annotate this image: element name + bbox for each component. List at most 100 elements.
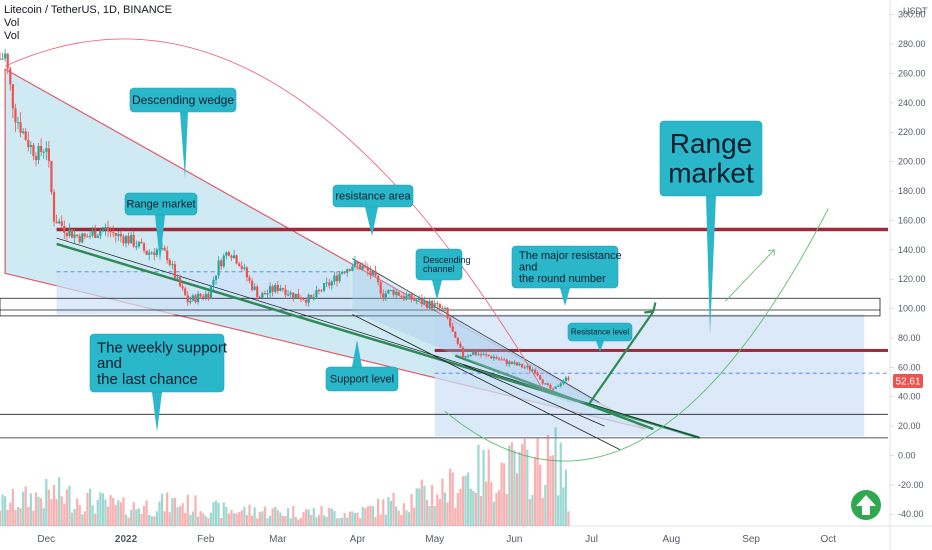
candle-body bbox=[1, 58, 4, 60]
candle-body bbox=[467, 355, 470, 357]
volume-bar bbox=[351, 511, 354, 526]
candle-body bbox=[281, 288, 285, 290]
volume-bar bbox=[554, 427, 557, 526]
y-tick-label: 140.00 bbox=[898, 245, 926, 255]
volume-bar bbox=[521, 444, 524, 526]
candle-body bbox=[366, 267, 369, 271]
candle-body bbox=[315, 290, 318, 298]
candle-body bbox=[55, 221, 58, 224]
volume-bar bbox=[315, 517, 318, 526]
volume-bar bbox=[325, 516, 328, 526]
volume-bar bbox=[531, 494, 534, 526]
candle-body bbox=[415, 300, 418, 302]
volume-bar bbox=[202, 513, 205, 526]
callout-pointer bbox=[432, 280, 442, 300]
callout-box bbox=[415, 248, 463, 281]
candle-body bbox=[271, 286, 274, 292]
candle-body bbox=[148, 252, 151, 255]
volume-bar bbox=[178, 506, 182, 526]
callout-text: market bbox=[668, 158, 754, 189]
volume-indicator-label-2[interactable]: Vol bbox=[4, 30, 20, 42]
volume-bar bbox=[379, 514, 382, 526]
volume-bar bbox=[155, 511, 159, 526]
candle-body bbox=[536, 372, 539, 376]
candle-body bbox=[338, 273, 341, 282]
callout-resistance-level[interactable]: Resistance level bbox=[567, 322, 633, 352]
volume-bar bbox=[263, 506, 267, 526]
volume-bar bbox=[294, 516, 297, 526]
candle-body bbox=[346, 269, 349, 273]
candle-body bbox=[86, 236, 89, 238]
candle-body bbox=[243, 267, 246, 269]
volume-layer bbox=[0, 427, 570, 526]
volume-bar bbox=[433, 506, 436, 526]
callout-text: and bbox=[519, 262, 537, 274]
channel-lower-line bbox=[352, 314, 621, 450]
volume-bar bbox=[253, 507, 256, 526]
volume-bar bbox=[461, 476, 465, 526]
y-axis[interactable]: -40.00 -20.00 0.00 20.00 40.00 60.00 80.00 100.… bbox=[890, 10, 926, 520]
candle-body bbox=[153, 252, 156, 256]
callout-pointer bbox=[152, 392, 162, 432]
range-box-left bbox=[56, 273, 350, 315]
volume-bar bbox=[459, 488, 462, 526]
callout-pointer bbox=[180, 112, 188, 178]
callout-text: Descending wedge bbox=[132, 93, 234, 107]
candle-body bbox=[4, 53, 7, 59]
volume-bar bbox=[505, 494, 508, 526]
candle-body bbox=[70, 229, 74, 238]
volume-bar bbox=[63, 503, 66, 526]
candle-body bbox=[330, 281, 333, 286]
candle-body bbox=[449, 317, 452, 327]
candle-body bbox=[500, 359, 503, 361]
callout-descending-wedge[interactable]: Descending wedge bbox=[129, 87, 237, 178]
candle-body bbox=[171, 264, 174, 266]
x-axis[interactable]: Dec 2022 Feb Mar Apr May Jun Jul Aug Sep Oct bbox=[37, 534, 836, 545]
volume-bar bbox=[94, 513, 97, 526]
annotations-layer[interactable]: Descending wedge Range market resistance a… bbox=[89, 87, 763, 432]
volume-bar bbox=[37, 496, 40, 526]
candle-body bbox=[364, 265, 367, 268]
candle-body bbox=[441, 307, 444, 309]
callout-box bbox=[129, 87, 237, 113]
volume-bar bbox=[160, 493, 164, 526]
symbol-title[interactable]: Litecoin / TetherUS, 1D, BINANCE bbox=[4, 4, 172, 16]
volume-bar bbox=[382, 499, 385, 526]
callout-resistance-area[interactable]: resistance area bbox=[332, 184, 414, 236]
volume-bar bbox=[19, 508, 22, 526]
volume-bar bbox=[392, 492, 395, 526]
candle-body bbox=[112, 232, 115, 234]
volume-bar bbox=[22, 491, 25, 526]
candle-body bbox=[250, 280, 254, 290]
candle-body bbox=[289, 292, 292, 295]
scroll-up-button[interactable] bbox=[851, 490, 881, 520]
candle-body bbox=[181, 286, 184, 289]
volume-bar bbox=[431, 484, 434, 526]
callout-box bbox=[659, 120, 763, 197]
volume-bar bbox=[503, 463, 506, 526]
volume-bar bbox=[384, 514, 387, 526]
candle-body bbox=[508, 361, 511, 365]
volume-bar bbox=[47, 489, 50, 526]
volume-bar bbox=[9, 502, 12, 526]
volume-indicator-label[interactable]: Vol bbox=[4, 17, 20, 29]
volume-bar bbox=[441, 478, 444, 526]
callout-box bbox=[124, 192, 198, 216]
volume-bar bbox=[539, 464, 542, 526]
candle-body bbox=[559, 383, 562, 387]
y-tick-label: 300.00 bbox=[898, 10, 926, 20]
candle-body bbox=[6, 53, 9, 69]
y-tick-label: 280.00 bbox=[898, 39, 926, 49]
candle-body bbox=[207, 293, 210, 299]
callout-support-level[interactable]: Support level bbox=[325, 340, 399, 392]
callout-range-market-small[interactable]: Range market bbox=[124, 192, 198, 262]
candle-body bbox=[47, 148, 50, 162]
volume-bar bbox=[217, 502, 220, 526]
candle-body bbox=[410, 293, 413, 300]
volume-bar bbox=[119, 502, 122, 526]
